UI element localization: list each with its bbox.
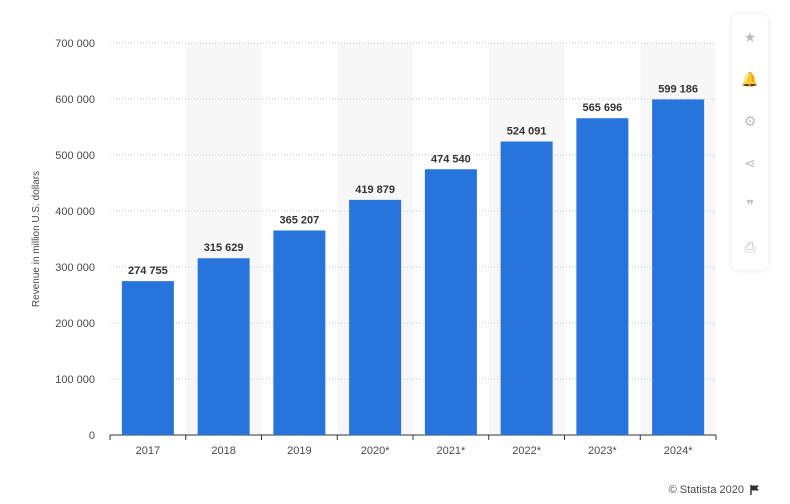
y-tick-label: 100 000: [55, 374, 95, 386]
y-axis-title: Revenue in million U.S. dollars: [31, 171, 42, 307]
y-tick-label: 200 000: [55, 318, 95, 330]
x-tick-label: 2017: [136, 445, 160, 457]
bar: [273, 230, 326, 435]
bell-icon: 🔔: [741, 70, 759, 87]
gear-button[interactable]: ⚙: [732, 100, 768, 142]
x-tick-label: 2020*: [361, 445, 390, 457]
bar: [349, 199, 402, 435]
bar: [424, 169, 477, 435]
x-tick-label: 2023*: [588, 445, 617, 457]
star-button[interactable]: ★: [732, 16, 768, 58]
x-tick-label: 2022*: [512, 445, 541, 457]
share-icon: ⋖: [744, 154, 756, 171]
x-tick-label: 2019: [287, 445, 311, 457]
copyright-text[interactable]: © Statista 2020: [668, 484, 744, 496]
y-tick-label: 0: [89, 430, 95, 442]
y-tick-label: 700 000: [55, 38, 95, 50]
x-tick-label: 2021*: [436, 445, 465, 457]
value-label: 524 091: [507, 126, 547, 138]
bar: [500, 141, 553, 435]
value-label: 474 540: [431, 153, 471, 165]
print-button[interactable]: ⎙: [732, 226, 768, 268]
x-tick-label: 2018: [211, 445, 235, 457]
y-tick-label: 300 000: [55, 262, 95, 274]
flag-icon[interactable]: [750, 485, 760, 495]
chart-area: 0 100 000 200 000 300 000 400 000 500 000 600 …: [31, 38, 717, 457]
value-label: 565 696: [582, 102, 622, 114]
x-tick-label: 2024*: [664, 445, 693, 457]
bell-button[interactable]: 🔔: [732, 58, 768, 100]
footer: © Statista 2020: [669, 484, 760, 496]
quote-button[interactable]: ❞: [732, 184, 768, 226]
value-label: 599 186: [658, 83, 698, 95]
star-icon: ★: [743, 28, 757, 45]
y-tick-label: 600 000: [55, 94, 95, 106]
bar: [652, 99, 705, 435]
bar: [576, 118, 629, 436]
value-label: 365 207: [279, 214, 319, 226]
gear-icon: ⚙: [743, 112, 757, 129]
quote-icon: ❞: [746, 196, 754, 213]
y-tick-label: 500 000: [55, 150, 95, 162]
value-label: 274 755: [128, 265, 168, 277]
print-icon: ⎙: [744, 238, 756, 255]
value-label: 315 629: [204, 242, 244, 254]
side-toolbar: ★ 🔔 ⚙ ⋖ ❞ ⎙: [732, 14, 768, 270]
value-label: 419 879: [355, 184, 395, 196]
share-button[interactable]: ⋖: [732, 142, 768, 184]
bar: [197, 258, 250, 435]
y-tick-label: 400 000: [55, 206, 95, 218]
bar: [121, 281, 174, 435]
bar-chart: 0 100 000 200 000 300 000 400 000 500 000 600 …: [31, 38, 717, 457]
